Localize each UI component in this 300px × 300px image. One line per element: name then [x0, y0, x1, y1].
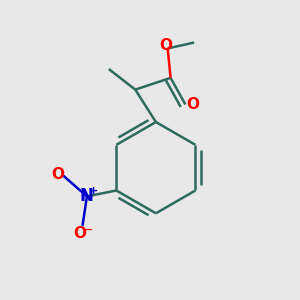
Text: O: O [186, 97, 199, 112]
Text: N: N [80, 188, 94, 206]
Text: −: − [84, 225, 94, 235]
Text: O: O [160, 38, 173, 53]
Text: +: + [89, 186, 98, 196]
Text: O: O [73, 226, 86, 241]
Text: O: O [52, 167, 64, 182]
